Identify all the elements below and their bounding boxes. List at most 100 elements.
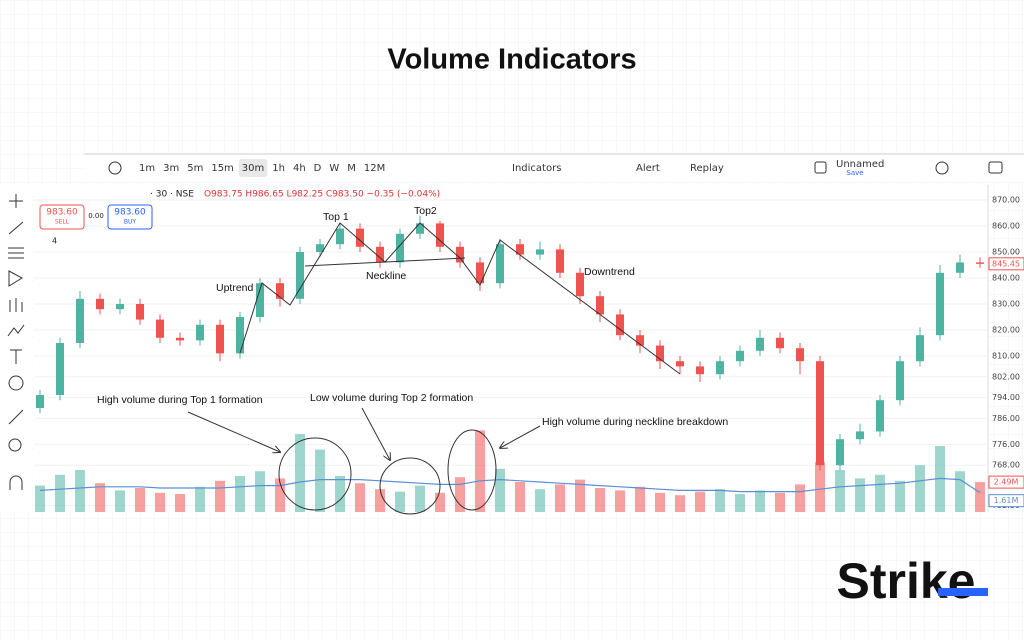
buy-button[interactable] [107, 204, 153, 230]
candle-body [836, 439, 844, 466]
y-tick-label: 860.00 [992, 222, 1020, 231]
zoom-tool[interactable] [8, 438, 22, 452]
text-tool[interactable] [10, 349, 22, 364]
candle-body [716, 361, 724, 375]
candle-body [776, 337, 784, 349]
candle-body [116, 304, 124, 310]
y-tick-label: 794.00 [992, 393, 1020, 402]
sell-label[interactable]: SELL [55, 219, 70, 226]
y-tick-label: 820.00 [992, 326, 1020, 335]
timeframe-button[interactable]: 5m [187, 163, 203, 174]
sell-button[interactable] [39, 204, 85, 230]
measure-tool[interactable] [8, 409, 24, 425]
trend-line [239, 222, 681, 375]
note: Low volume during Top 2 formation [310, 392, 473, 404]
candle-body [96, 298, 104, 310]
volume-bar [575, 479, 585, 512]
timeframe-button[interactable]: W [329, 163, 339, 174]
prediction-tool[interactable] [9, 298, 23, 312]
uptrend-label: Uptrend [216, 282, 254, 294]
plot: 870.00 860.00 850.00 840.00 830.00 820.00 810.… [34, 196, 1024, 512]
settings-icon[interactable] [935, 161, 949, 175]
candle-body [296, 252, 304, 299]
volume-label: 2.49M [994, 478, 1019, 487]
timeframe-button[interactable]: 30m [242, 163, 264, 174]
volume-bar [955, 471, 965, 512]
save-label[interactable]: Save [846, 169, 863, 177]
neckline-line [304, 257, 466, 267]
last-price-tag [988, 257, 1024, 271]
volume-bar [975, 482, 985, 512]
volume-bar [355, 483, 365, 512]
candle-body [916, 335, 924, 362]
candle-body [736, 350, 744, 362]
volume-bar [415, 485, 425, 512]
trendline-tool[interactable] [8, 221, 24, 235]
logo-underline [938, 588, 988, 596]
timeframe-button[interactable]: 1h [272, 163, 285, 174]
volume-bar [215, 480, 225, 512]
timeframe-button[interactable]: 1m [139, 163, 155, 174]
y-tick-label: 802.00 [992, 372, 1020, 381]
candle-body [496, 244, 504, 284]
pattern-tool[interactable] [8, 270, 24, 287]
tool-icons [7, 194, 25, 490]
candle-body [956, 262, 964, 273]
fib-tool[interactable] [8, 247, 24, 259]
timeframes: 1m 3m 5m 15m 30m 1h 4h D W M 12M [139, 159, 385, 177]
timeframe-button[interactable]: 15m [211, 163, 233, 174]
volume-bar [495, 468, 505, 512]
timeframe-button[interactable]: M [347, 163, 356, 174]
snapshot-icon[interactable] [988, 161, 1003, 174]
volume-bar [375, 489, 385, 512]
y-tick-label: 840.00 [992, 274, 1020, 283]
sell-price[interactable]: 983.60 [46, 208, 78, 218]
candle-body [476, 262, 484, 284]
timeframe-button[interactable]: D [314, 163, 322, 174]
indicator-count[interactable]: 4 [52, 237, 57, 246]
layout-name[interactable]: Unnamed [836, 159, 884, 170]
magnet-tool[interactable] [9, 475, 23, 490]
add-symbol-icon[interactable] [108, 161, 122, 175]
candle-body [556, 249, 564, 273]
emoji-tool[interactable] [8, 375, 24, 391]
candle-body [456, 246, 464, 263]
volume-bar [475, 430, 485, 512]
brush-tool[interactable] [7, 324, 25, 337]
indicators-button[interactable]: Indicators [512, 163, 561, 174]
volume-bar [735, 494, 745, 512]
neckline-label: Neckline [366, 270, 406, 282]
arrow [361, 407, 390, 460]
volume-tag [988, 475, 1024, 489]
last-price-label: 845.45 [992, 259, 1020, 268]
candle-body [176, 337, 184, 341]
candle-body [616, 314, 624, 336]
timeframe-button[interactable]: 4h [293, 163, 306, 174]
candle-body [236, 317, 244, 354]
candle-body [436, 223, 444, 247]
top2-volume-circle [379, 457, 441, 515]
volume-bar [815, 461, 825, 512]
volume-bar [855, 478, 865, 512]
y-tick-label: 776.00 [992, 440, 1020, 449]
candle-body [36, 395, 44, 408]
buy-label[interactable]: BUY [124, 219, 137, 226]
volume-bar [275, 478, 285, 512]
candle-body [376, 246, 384, 263]
alert-button[interactable]: Alert [636, 163, 660, 174]
candle-body [816, 361, 824, 466]
timeframe-button[interactable]: 12M [364, 163, 385, 174]
candle-body [936, 272, 944, 336]
buy-price[interactable]: 983.60 [114, 208, 146, 218]
replay-button[interactable]: Replay [690, 163, 724, 174]
volume-bar [155, 492, 165, 512]
volume-bar [255, 471, 265, 512]
crosshair-tool[interactable] [9, 194, 23, 208]
chart-panel [34, 185, 988, 512]
timeframe-button[interactable]: 3m [163, 163, 179, 174]
volume-bar [195, 486, 205, 512]
candle-body [196, 324, 204, 341]
layout-icon[interactable] [814, 161, 827, 174]
note: High volume during neckline breakdown [542, 416, 728, 428]
